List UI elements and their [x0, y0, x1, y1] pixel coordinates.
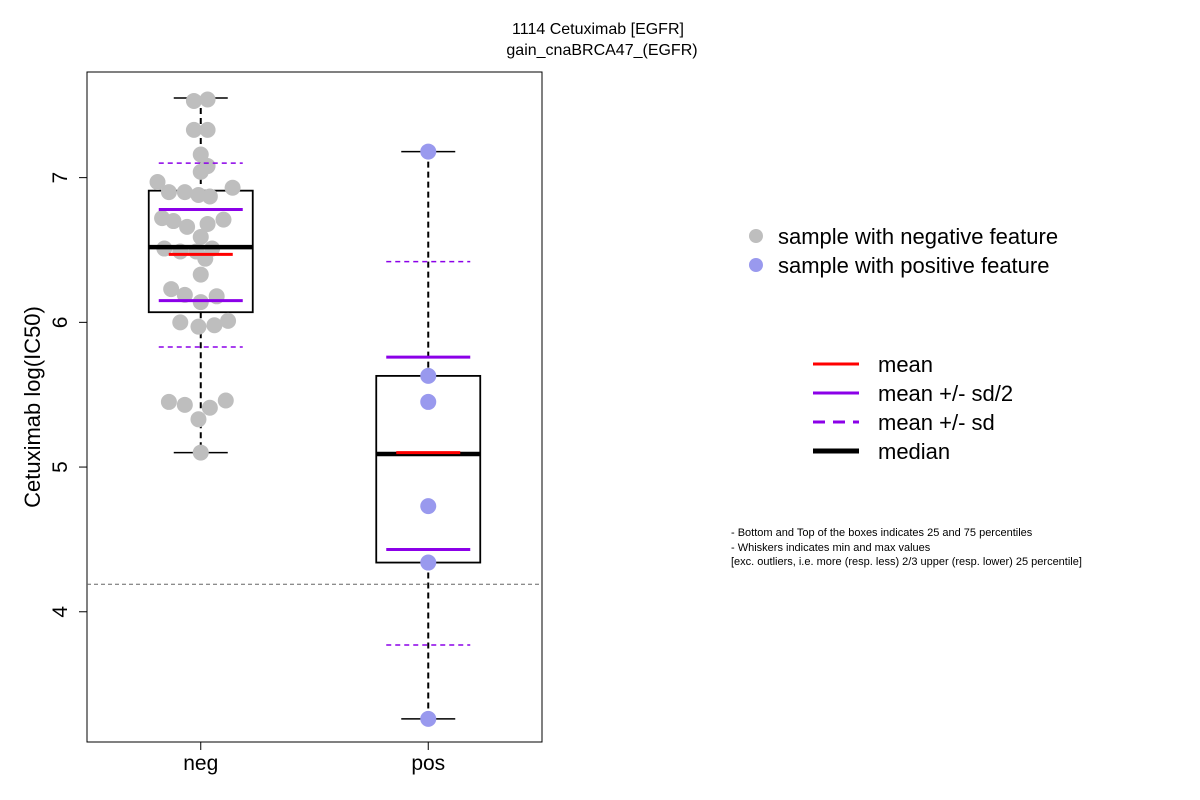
data-point: [192, 163, 209, 180]
data-point: [192, 266, 209, 283]
chart-subtitle: gain_cnaBRCA47_(EGFR): [506, 42, 697, 59]
plot-body: [87, 91, 542, 727]
data-point: [176, 286, 193, 303]
group-neg: [147, 91, 254, 461]
data-point: [199, 215, 216, 232]
data-point: [206, 317, 223, 334]
data-point: [420, 554, 437, 571]
data-point: [185, 121, 202, 138]
data-point: [420, 393, 437, 410]
data-point: [190, 411, 207, 428]
x-tick-label: neg: [183, 752, 218, 775]
legend-point-marker: [749, 258, 763, 272]
data-point: [420, 498, 437, 515]
data-point: [185, 92, 202, 109]
y-tick-label: 5: [49, 461, 72, 473]
legend-line-label: mean +/- sd: [878, 410, 995, 435]
y-axis-label: Cetuximab log(IC50): [20, 306, 45, 508]
data-point: [420, 143, 437, 160]
data-point: [224, 179, 241, 196]
data-point: [160, 184, 177, 201]
legend-line-label: median: [878, 439, 950, 464]
data-point: [420, 710, 437, 727]
note-line: [exc. outliers, i.e. more (resp. less) 2…: [731, 556, 1082, 568]
data-point: [217, 392, 234, 409]
group-pos: [375, 143, 482, 727]
line-legend: mean mean +/- sd/2 mean +/- sd median: [813, 352, 1013, 464]
data-point: [201, 399, 218, 416]
legend-point-label: sample with positive feature: [778, 253, 1049, 278]
point-legend: sample with negative feature sample with …: [749, 224, 1058, 278]
notes: - Bottom and Top of the boxes indicates …: [731, 527, 1082, 568]
data-point: [192, 228, 209, 245]
data-point: [149, 173, 166, 190]
legend-line-label: mean: [878, 352, 933, 377]
data-point: [220, 312, 237, 329]
note-line: - Whiskers indicates min and max values: [731, 542, 931, 554]
plot-frame: [86, 71, 543, 743]
legend-line-label: mean +/- sd/2: [878, 381, 1013, 406]
data-point: [192, 444, 209, 461]
data-point: [420, 367, 437, 384]
data-point: [176, 184, 193, 201]
data-point: [215, 211, 232, 228]
data-point: [176, 396, 193, 413]
legend-point-label: sample with negative feature: [778, 224, 1058, 249]
chart-title: 1114 Cetuximab [EGFR]: [512, 21, 684, 38]
data-point: [160, 393, 177, 410]
data-point: [190, 318, 207, 335]
data-point: [172, 314, 189, 331]
data-point: [163, 281, 180, 298]
y-tick-label: 4: [49, 606, 72, 618]
y-axis: 4 5 6 7: [49, 172, 88, 618]
data-point: [192, 146, 209, 163]
data-point: [165, 213, 182, 230]
data-point: [199, 91, 216, 108]
x-axis: neg pos: [183, 742, 445, 775]
y-tick-label: 7: [49, 172, 72, 184]
legend-point-marker: [749, 229, 763, 243]
x-tick-label: pos: [411, 752, 445, 775]
y-tick-label: 6: [49, 317, 72, 329]
note-line: - Bottom and Top of the boxes indicates …: [731, 527, 1033, 539]
data-point: [179, 218, 196, 235]
data-point: [201, 188, 218, 205]
data-point: [199, 121, 216, 138]
